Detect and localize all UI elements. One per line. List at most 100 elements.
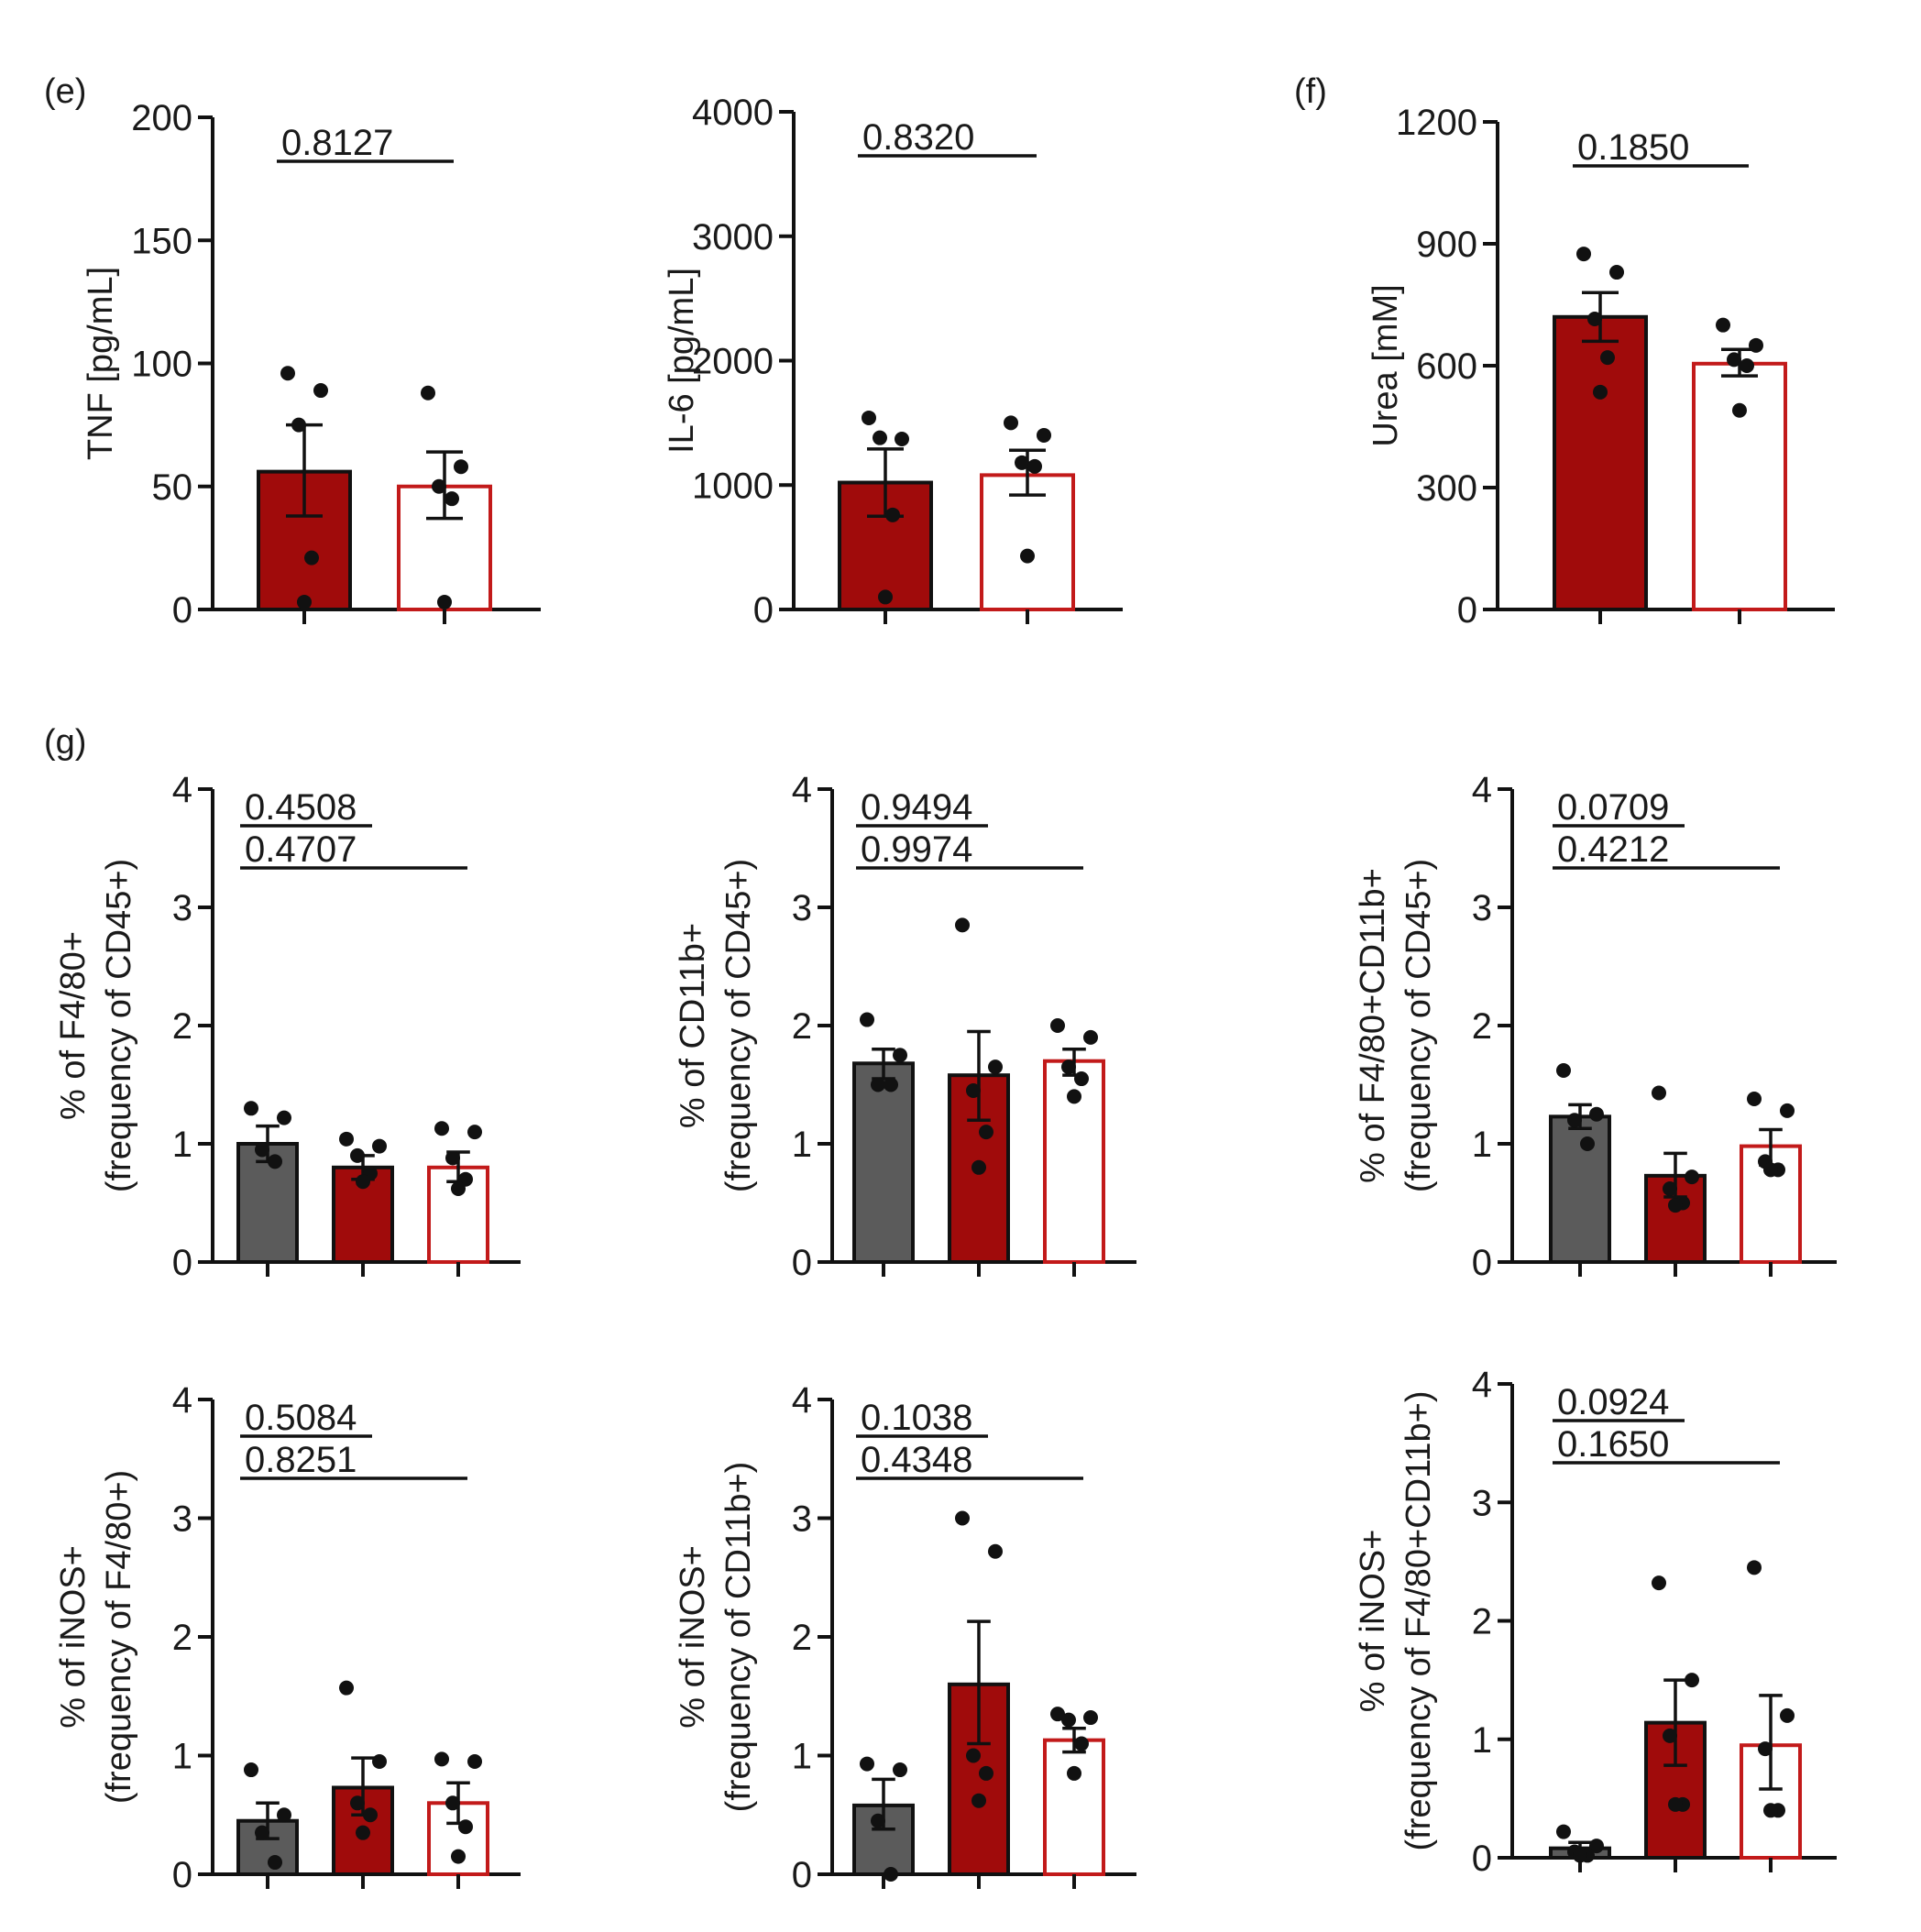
data-point [966, 1748, 981, 1763]
data-point [1780, 1103, 1795, 1118]
data-point [988, 1543, 1003, 1559]
chart-9: 0 1 2 3 4 % of iNOS+ (frequency of F4/80+CD11b… [1354, 1365, 1837, 1879]
data-point [244, 1101, 258, 1116]
y-tick-label: 0 [172, 1243, 192, 1283]
chart-6: 0 1 2 3 4 % of F4/80+CD11b+ (frequency of CD45… [1354, 770, 1837, 1283]
data-point [1061, 1712, 1076, 1728]
data-point [291, 417, 306, 433]
data-point [1015, 455, 1029, 470]
data-point [878, 589, 893, 605]
data-point [1020, 548, 1035, 564]
data-point [339, 1131, 354, 1147]
y-tick-label: 0 [1457, 590, 1477, 631]
y-tick-label: 0 [1472, 1839, 1492, 1879]
y-axis-title: % of iNOS+ [674, 1545, 712, 1729]
y-axis-title: Urea [mM] [1367, 284, 1405, 446]
data-point [1780, 1707, 1795, 1723]
data-point [1663, 1728, 1677, 1743]
y-tick-label: 0 [172, 1855, 192, 1895]
y-axis-subtitle: (frequency of F4/80+CD11b+) [1400, 1390, 1438, 1850]
pvalue-label: 0.4348 [861, 1440, 972, 1480]
y-tick-label: 4 [1472, 1365, 1492, 1405]
data-point [1576, 247, 1591, 262]
chart-2: 0 1000 2000 3000 4000 IL-6 [pg/mL] 0.8320 [663, 93, 1123, 631]
data-point [1083, 1029, 1098, 1045]
y-tick-label: 100 [131, 345, 192, 385]
bar-group-2 [1692, 361, 1787, 611]
data-point [1037, 427, 1051, 443]
data-point [1600, 350, 1615, 366]
data-point [1740, 358, 1754, 373]
data-point [1747, 1560, 1762, 1575]
y-tick-label: 0 [792, 1243, 812, 1283]
y-axis-title: % of CD11b+ [674, 923, 712, 1128]
data-point [1589, 1839, 1604, 1854]
data-point [244, 1762, 258, 1778]
data-point [1050, 1018, 1065, 1033]
data-point [421, 385, 435, 401]
data-point [297, 594, 312, 609]
data-point [313, 383, 328, 399]
pvalue-label: 0.1038 [861, 1398, 972, 1438]
y-tick-label: 1000 [692, 466, 774, 506]
y-tick-label: 2000 [692, 342, 774, 382]
bar-group-1 [236, 1142, 299, 1264]
data-point [1747, 1091, 1762, 1106]
data-point [372, 1138, 387, 1154]
bar-group-2 [980, 473, 1075, 612]
data-point [1004, 415, 1018, 431]
data-point [1074, 1071, 1089, 1087]
data-point [1685, 1673, 1699, 1688]
data-point [1587, 312, 1602, 327]
y-tick-label: 3 [792, 1499, 812, 1540]
pvalue-label: 0.1650 [1557, 1424, 1669, 1465]
data-point [1580, 1136, 1595, 1151]
chart-4: 0 1 2 3 4 % of F4/80+ (frequency of CD45+) 0.45… [54, 770, 521, 1283]
y-axis-title: % of iNOS+ [54, 1545, 93, 1729]
data-point [445, 491, 459, 507]
chart-7: 0 1 2 3 4 % of iNOS+ (frequency of F4/80+) 0.50… [54, 1380, 521, 1895]
y-tick-label: 4000 [692, 93, 774, 133]
y-tick-label: 200 [131, 98, 192, 138]
panel-label-e: (e) [44, 72, 86, 111]
y-tick-label: 1 [792, 1125, 812, 1165]
pvalue-label: 0.9494 [861, 787, 972, 828]
data-point [268, 1154, 282, 1169]
data-point [434, 1121, 449, 1136]
data-point [966, 1082, 981, 1098]
data-point [1061, 1059, 1076, 1075]
data-point [445, 1795, 460, 1811]
data-point [304, 550, 319, 565]
data-point [884, 1867, 898, 1882]
y-tick-label: 3000 [692, 217, 774, 258]
y-tick-label: 2 [1472, 1602, 1492, 1642]
data-point [1567, 1113, 1582, 1128]
data-point [432, 478, 446, 494]
data-point [1763, 1162, 1778, 1178]
data-point [1067, 1765, 1081, 1781]
bar-group-1 [1549, 1114, 1611, 1264]
data-point [1556, 1063, 1571, 1079]
y-tick-label: 4 [1472, 770, 1492, 810]
data-point [1074, 1736, 1089, 1751]
data-point [1593, 384, 1608, 400]
data-point [1652, 1085, 1666, 1101]
data-point [1763, 1803, 1778, 1818]
data-point [1050, 1707, 1065, 1722]
data-point [356, 1825, 370, 1840]
data-point [277, 1807, 291, 1823]
data-point [1716, 317, 1730, 333]
data-point [955, 1510, 970, 1526]
y-tick-label: 1 [172, 1125, 192, 1165]
data-point [885, 507, 900, 522]
pvalue-label: 0.9974 [861, 829, 972, 870]
chart-5: 0 1 2 3 4 % of CD11b+ (frequency of CD45+) 0.94… [674, 770, 1136, 1283]
pvalue-label: 0.8251 [245, 1440, 357, 1480]
y-axis-subtitle: (frequency of CD45+) [719, 859, 758, 1192]
y-tick-label: 0 [753, 590, 774, 631]
y-tick-label: 3 [172, 888, 192, 928]
pvalue-label: 0.0709 [1557, 787, 1669, 828]
data-point [1589, 1106, 1604, 1122]
